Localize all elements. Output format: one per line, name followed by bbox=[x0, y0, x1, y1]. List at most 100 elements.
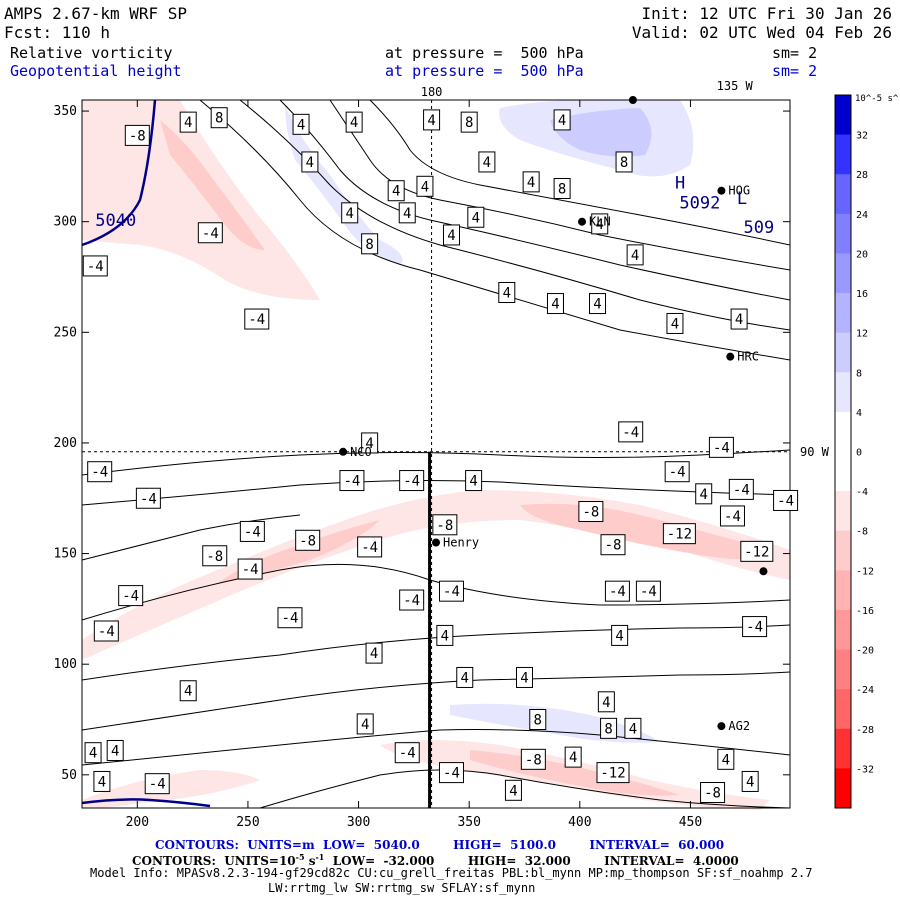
vort-label-text: -4 bbox=[122, 589, 139, 605]
vort-contour-label: -12 bbox=[740, 540, 774, 562]
vort-label-box bbox=[600, 534, 626, 556]
valid-time: Valid: 02 UTC Wed 04 Feb 26 bbox=[631, 23, 892, 42]
height-contour-5040 bbox=[81, 99, 157, 247]
vort-contour-label: 4 bbox=[695, 483, 713, 505]
pos-fill-upper-center bbox=[285, 105, 403, 265]
vort-label-text: 4 bbox=[297, 117, 305, 133]
high-low-marker: L bbox=[737, 189, 747, 209]
vort-label-text: 4 bbox=[184, 684, 192, 700]
vort-label-box bbox=[742, 616, 768, 638]
vort-label-text: 4 bbox=[392, 184, 400, 200]
vort-label-box bbox=[773, 489, 799, 511]
y-tick-label: 200 bbox=[54, 436, 77, 451]
vort-label-box bbox=[624, 717, 642, 739]
vort-contour-label: 4 bbox=[478, 151, 496, 173]
vort-label-box bbox=[730, 308, 748, 330]
vort-contour-label: -4 bbox=[728, 478, 754, 500]
x-tick-label: 450 bbox=[679, 815, 702, 830]
vort-label-box bbox=[399, 589, 425, 611]
vort-label-text: 4 bbox=[615, 628, 623, 644]
vort-label-box bbox=[202, 545, 228, 567]
vort-label-text: -4 bbox=[361, 540, 378, 556]
vort-contour-label: 4 bbox=[717, 748, 735, 770]
vort-contour-label: -8 bbox=[124, 124, 150, 146]
field1-smooth: sm= 2 bbox=[772, 44, 818, 62]
vort-contour-label: 4 bbox=[730, 308, 748, 330]
vort-label-text: -8 bbox=[704, 786, 721, 802]
vort-label-box bbox=[666, 312, 684, 334]
vort-label-box bbox=[237, 558, 263, 580]
vort-contour-label: -4 bbox=[708, 436, 734, 458]
vort-label-text: 4 bbox=[98, 774, 106, 790]
vort-contour-label: 4 bbox=[553, 109, 571, 131]
vort-label-text: 4 bbox=[472, 210, 480, 226]
vort-label-text: 8 bbox=[365, 237, 373, 253]
colorbar-segment bbox=[835, 213, 851, 254]
vort-contour-label: -8 bbox=[202, 545, 228, 567]
vort-label-text: 4 bbox=[527, 175, 535, 191]
vort-contour bbox=[81, 729, 791, 766]
model-title: AMPS 2.67-km WRF SP bbox=[4, 4, 188, 23]
colorbar-tick-label: -8 bbox=[856, 527, 868, 538]
vort-contour-label: 4 bbox=[341, 202, 359, 224]
vort-label-box bbox=[664, 461, 690, 483]
vort-label-box bbox=[423, 109, 441, 131]
vort-contour-label: 8 bbox=[615, 151, 633, 173]
colorbar-segment bbox=[835, 411, 851, 452]
vort-contour-label: -8 bbox=[700, 782, 726, 804]
colorbar-tick-label: -20 bbox=[856, 646, 874, 657]
vort-contour-label: 4 bbox=[597, 691, 615, 713]
vort-contour-label: -4 bbox=[339, 470, 365, 492]
vort-contour bbox=[81, 449, 791, 476]
y-tick-label: 50 bbox=[61, 768, 77, 783]
vort-contour-label: 4 bbox=[516, 666, 533, 688]
vort-label-box bbox=[197, 222, 223, 244]
station-marker bbox=[628, 96, 637, 104]
colorbar-segment bbox=[835, 491, 851, 532]
vort-contour-label: -8 bbox=[520, 748, 546, 770]
vort-label-box bbox=[301, 151, 319, 173]
vort-label-text: -4 bbox=[622, 425, 639, 441]
station-label: KLN bbox=[589, 215, 611, 229]
x-tick-label: 250 bbox=[236, 815, 259, 830]
vort-label-text: -4 bbox=[724, 509, 741, 525]
vort-contour-label: -4 bbox=[773, 489, 799, 511]
vort-label-box bbox=[398, 202, 416, 224]
vort-contour-label: 4 bbox=[456, 666, 474, 688]
vort-label-box bbox=[626, 244, 644, 266]
high-low-marker: H bbox=[675, 174, 685, 194]
plot-frame bbox=[81, 99, 791, 809]
vort-label-text: 4 bbox=[520, 670, 528, 686]
vort-label-text: -8 bbox=[206, 549, 223, 565]
vort-label-box bbox=[339, 470, 365, 492]
vort-label-text: -4 bbox=[98, 624, 115, 640]
vort-label-text: -4 bbox=[403, 593, 420, 609]
vort-label-text: 4 bbox=[184, 115, 192, 131]
vort-contour-label: -4 bbox=[277, 607, 303, 629]
vort-label-text: -4 bbox=[640, 584, 657, 600]
vort-contour-label: 4 bbox=[504, 779, 522, 801]
vort-label-text: 4 bbox=[602, 695, 610, 711]
vort-label-text: -4 bbox=[244, 524, 261, 540]
vort-label-text: -4 bbox=[248, 312, 265, 328]
vort-label-text: 8 bbox=[534, 713, 542, 729]
x-tick-label: 300 bbox=[347, 815, 370, 830]
vort-label-text: 8 bbox=[558, 182, 566, 198]
vort-label-box bbox=[695, 483, 713, 505]
vort-label-text: -4 bbox=[343, 474, 360, 490]
colorbar-tick-label: 4 bbox=[856, 408, 862, 419]
vort-label-box bbox=[728, 478, 754, 500]
vort-label-text: 4 bbox=[427, 113, 435, 129]
vort-label-text: -4 bbox=[282, 611, 299, 627]
vort-contour-label: -4 bbox=[244, 308, 270, 330]
vort-contour-label: 4 bbox=[546, 293, 564, 315]
vort-label-box bbox=[239, 520, 265, 542]
vort-contour-label: -4 bbox=[399, 470, 425, 492]
vort-contour-label: 4 bbox=[93, 770, 111, 792]
vort-label-text: -12 bbox=[600, 766, 625, 782]
station-marker bbox=[578, 217, 587, 226]
colorbar-segment bbox=[835, 95, 851, 136]
vort-label-box bbox=[740, 540, 774, 562]
colorbar-segment bbox=[835, 332, 851, 373]
